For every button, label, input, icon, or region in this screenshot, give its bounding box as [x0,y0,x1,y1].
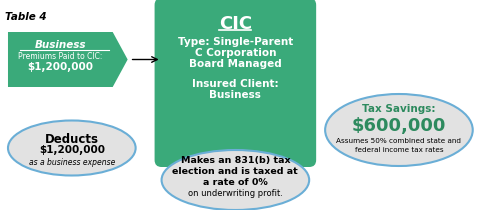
Text: Insured Client:: Insured Client: [192,79,279,89]
Text: Board Managed: Board Managed [189,59,282,69]
Text: Business: Business [209,90,262,100]
Ellipse shape [8,121,136,176]
Text: Table 4: Table 4 [5,12,46,22]
Text: on underwriting profit.: on underwriting profit. [188,189,283,198]
Text: CIC: CIC [219,15,252,33]
Ellipse shape [161,150,309,210]
Text: a rate of 0%: a rate of 0% [203,178,268,187]
Polygon shape [8,32,128,87]
Text: federal income tax rates: federal income tax rates [354,147,443,153]
Text: as a business expense: as a business expense [29,158,115,167]
Text: Deducts: Deducts [45,133,99,146]
Text: $1,200,000: $1,200,000 [27,62,93,72]
Text: Makes an 831(b) tax: Makes an 831(b) tax [181,156,290,165]
Text: Assumes 50% combined state and: Assumes 50% combined state and [336,138,461,144]
Text: Premiums Paid to CIC:: Premiums Paid to CIC: [18,52,103,61]
Text: Business: Business [34,40,86,50]
Text: election and is taxed at: election and is taxed at [172,167,298,176]
FancyBboxPatch shape [155,0,316,167]
Text: Type: Single-Parent: Type: Single-Parent [178,37,293,47]
Text: $600,000: $600,000 [352,117,446,135]
Text: $1,200,000: $1,200,000 [39,145,105,155]
Text: Tax Savings:: Tax Savings: [362,104,436,114]
Text: C Corporation: C Corporation [194,48,276,58]
Ellipse shape [325,94,473,166]
